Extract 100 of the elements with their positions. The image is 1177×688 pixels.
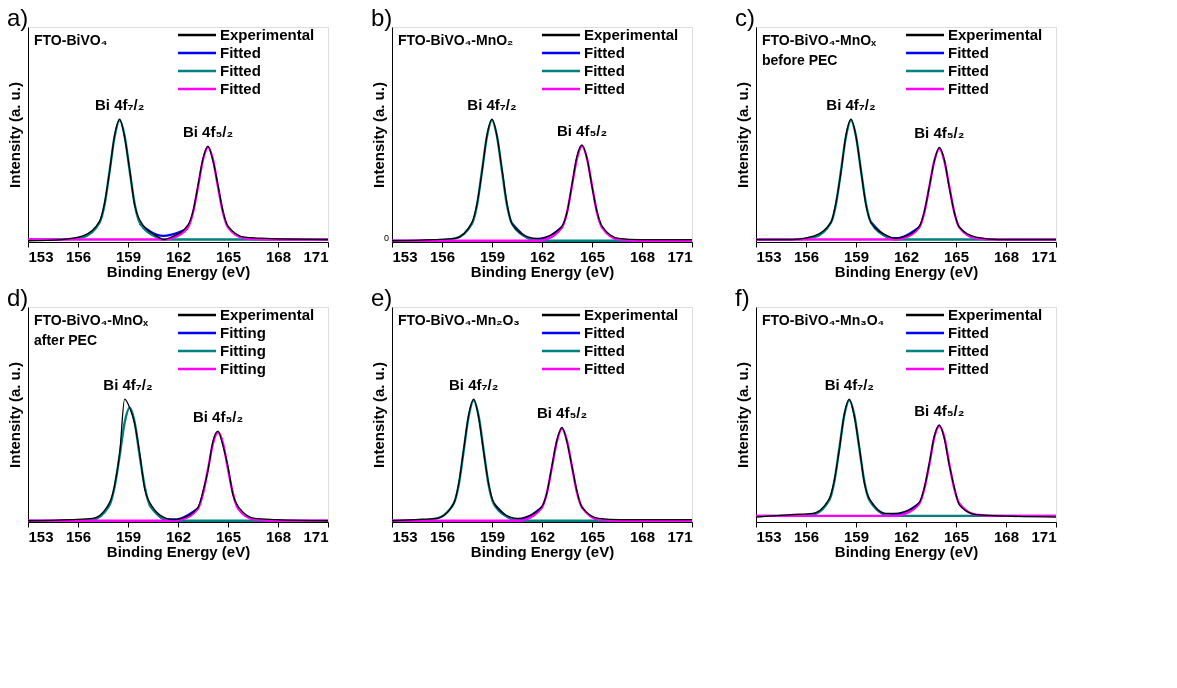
chart-title: e) xyxy=(371,284,393,311)
x-tick-label: 165 xyxy=(943,527,970,545)
chart-subtitle: FTO-BiVO₄-Mn₃O₄ xyxy=(762,312,885,328)
annotation: Bi 4f₅/₂ xyxy=(536,404,588,422)
chart-title: c) xyxy=(735,4,755,31)
legend-label: Fitted xyxy=(948,360,989,377)
x-tick-label: 159 xyxy=(479,247,506,265)
x-tick-label: 171 xyxy=(1031,527,1057,545)
x-tick-label: 162 xyxy=(893,527,920,545)
x-tick-label: 153 xyxy=(392,247,418,265)
x-tick-label: 168 xyxy=(629,247,656,265)
x-tick-label: 156 xyxy=(65,527,92,545)
x-tick-label: 165 xyxy=(215,247,242,265)
chart-title: d) xyxy=(7,284,29,311)
legend-label: Fitted xyxy=(584,80,625,97)
chart-title: b) xyxy=(371,4,393,31)
x-tick-label: 171 xyxy=(303,247,329,265)
x-tick-label: 168 xyxy=(265,527,292,545)
x-tick-label: 159 xyxy=(479,527,506,545)
x-axis-title: Binding Energy (eV) xyxy=(470,262,615,280)
chart-subtitle: FTO-BiVO₄-Mn₂O₃ xyxy=(398,312,520,328)
chart-title: f) xyxy=(735,284,750,311)
annotation: Bi 4f₇/₂ xyxy=(448,376,499,394)
legend-label: Fitted xyxy=(948,80,989,97)
legend-label: Fitted xyxy=(584,44,625,61)
legend-label: Fitting xyxy=(220,360,266,377)
annotation: Bi 4f₅/₂ xyxy=(192,408,244,426)
x-tick-label: 162 xyxy=(165,527,192,545)
legend-label: Fitted xyxy=(220,44,261,61)
x-tick-label: 156 xyxy=(65,247,92,265)
annotation: Bi 4f₅/₂ xyxy=(914,124,965,142)
annotation: Bi 4f₅/₂ xyxy=(914,401,965,419)
x-tick-label: 159 xyxy=(843,247,870,265)
legend-label: Experimental xyxy=(220,306,315,323)
annotation: Bi 4f₇/₂ xyxy=(467,96,517,114)
x-tick-label: 153 xyxy=(392,527,418,545)
text: 0 xyxy=(383,233,389,243)
x-tick-label: 159 xyxy=(843,527,870,545)
x-tick-label: 153 xyxy=(756,247,782,265)
chart-subtitle: FTO-BiVO₄-MnO₂ xyxy=(398,32,514,48)
x-tick-label: 165 xyxy=(943,247,970,265)
chart-subtitle: FTO-BiVO₄-MnOₓ after PEC xyxy=(34,312,150,348)
x-tick-label: 156 xyxy=(429,247,456,265)
legend-label: Fitted xyxy=(584,62,625,79)
chart-title: a) xyxy=(7,4,29,31)
x-tick-label: 156 xyxy=(793,527,820,545)
annotation: Bi 4f₇/₂ xyxy=(826,96,876,114)
legend-label: Experimental xyxy=(584,26,679,43)
legend-label: Fitted xyxy=(584,342,625,359)
legend-label: Experimental xyxy=(220,26,315,43)
y-axis-title: Intensity (a. u.) xyxy=(369,82,387,188)
chart-subtitle: FTO-BiVO₄ xyxy=(34,32,108,48)
x-tick-label: 168 xyxy=(993,247,1020,265)
legend-label: Fitted xyxy=(948,342,989,359)
annotation: Bi 4f₇/₂ xyxy=(94,96,145,114)
chart-subtitle: FTO-BiVO₄-MnOₓ before PEC xyxy=(762,32,878,68)
x-axis-title: Binding Energy (eV) xyxy=(834,542,979,560)
annotation: Bi 4f₅/₂ xyxy=(556,121,608,139)
legend-label: Experimental xyxy=(948,306,1043,323)
x-tick-label: 165 xyxy=(579,527,606,545)
x-tick-label: 153 xyxy=(756,527,782,545)
legend-label: Experimental xyxy=(948,26,1043,43)
x-tick-label: 153 xyxy=(28,527,54,545)
y-axis-title: Intensity (a. u.) xyxy=(5,362,23,468)
legend-label: Fitted xyxy=(948,324,989,341)
legend-label: Fitted xyxy=(948,44,989,61)
x-tick-label: 171 xyxy=(667,527,693,545)
legend-label: Fitted xyxy=(948,62,989,79)
annotation: Bi 4f₅/₂ xyxy=(182,123,234,141)
y-axis-title: Intensity (a. u.) xyxy=(733,82,751,188)
x-tick-label: 168 xyxy=(265,247,292,265)
x-axis-title: Binding Energy (eV) xyxy=(106,542,251,560)
x-tick-label: 159 xyxy=(115,247,142,265)
y-axis-title: Intensity (a. u.) xyxy=(369,362,387,468)
annotation: Bi 4f₇/₂ xyxy=(103,376,153,394)
x-tick-label: 162 xyxy=(529,527,556,545)
x-tick-label: 162 xyxy=(893,247,920,265)
x-axis-title: Binding Energy (eV) xyxy=(470,542,615,560)
legend-label: Fitted xyxy=(584,324,625,341)
x-tick-label: 168 xyxy=(993,527,1020,545)
x-tick-label: 165 xyxy=(215,527,242,545)
x-axis-title: Binding Energy (eV) xyxy=(106,262,251,280)
x-tick-label: 156 xyxy=(429,527,456,545)
x-tick-label: 153 xyxy=(28,247,54,265)
x-tick-label: 156 xyxy=(793,247,820,265)
x-tick-label: 165 xyxy=(579,247,606,265)
x-axis-title: Binding Energy (eV) xyxy=(834,262,979,280)
x-tick-label: 162 xyxy=(529,247,556,265)
legend-label: Experimental xyxy=(584,306,679,323)
legend-label: Fitted xyxy=(584,360,625,377)
x-tick-label: 171 xyxy=(303,527,329,545)
legend-label: Fitted xyxy=(220,80,261,97)
x-tick-label: 168 xyxy=(629,527,656,545)
y-axis-title: Intensity (a. u.) xyxy=(5,82,23,188)
y-axis-title: Intensity (a. u.) xyxy=(733,362,751,468)
legend-label: Fitting xyxy=(220,342,266,359)
x-tick-label: 159 xyxy=(115,527,142,545)
x-tick-label: 171 xyxy=(667,247,693,265)
x-tick-label: 171 xyxy=(1031,247,1057,265)
legend-label: Fitting xyxy=(220,324,266,341)
